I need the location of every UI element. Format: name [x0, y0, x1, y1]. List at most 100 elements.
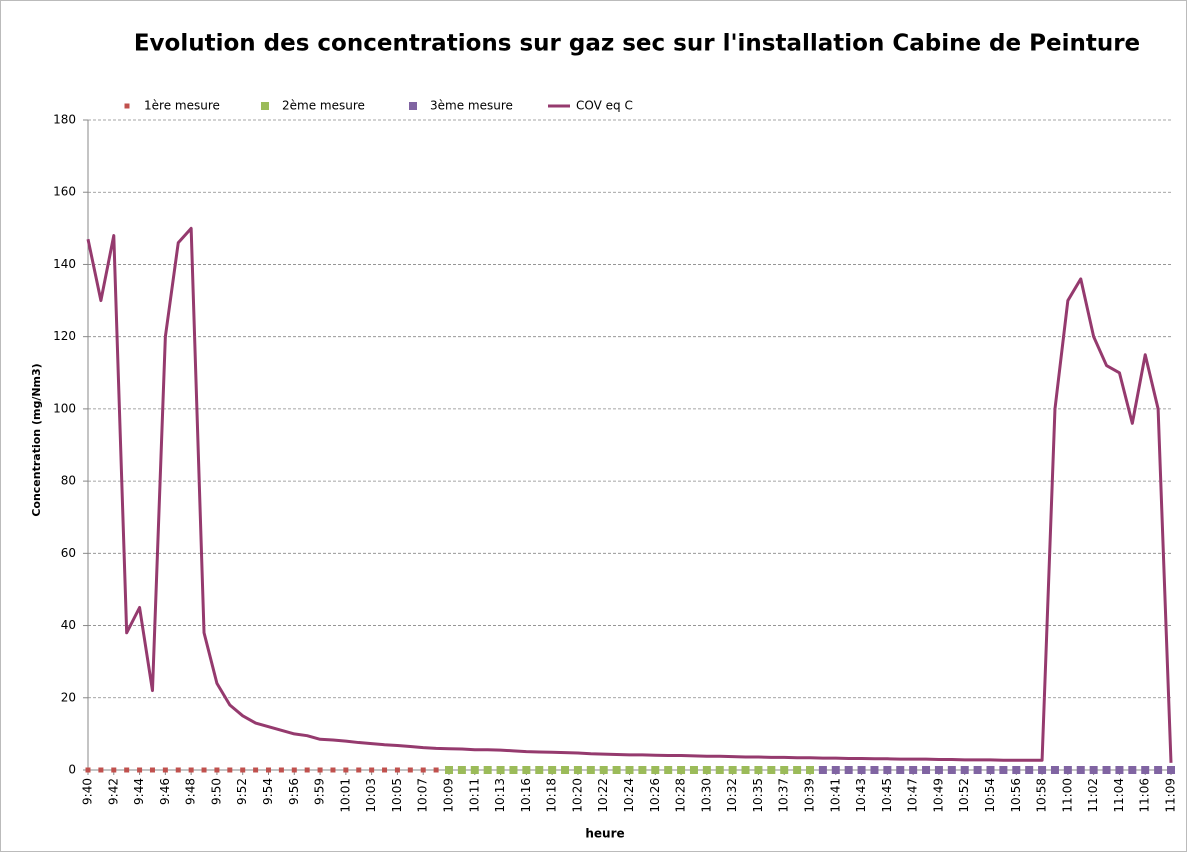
data-marker: [149, 767, 155, 773]
y-axis-label: Concentration (mg/Nm3): [30, 363, 43, 516]
data-marker: [496, 766, 505, 774]
data-marker: [934, 766, 943, 774]
x-tick-label: 9:46: [158, 778, 172, 805]
x-tick-label: 10:18: [545, 778, 559, 813]
data-marker: [330, 767, 336, 773]
data-marker: [973, 766, 982, 774]
data-marker: [947, 766, 956, 774]
data-marker: [1050, 766, 1059, 774]
data-marker: [702, 766, 711, 774]
data-marker: [909, 766, 918, 774]
data-marker: [986, 766, 995, 774]
x-tick-label: 10:30: [699, 778, 713, 813]
data-marker: [1115, 766, 1124, 774]
data-marker: [922, 766, 931, 774]
data-marker: [227, 767, 233, 773]
x-tick-label: 10:28: [674, 778, 688, 813]
x-tick-label: 11:00: [1060, 778, 1074, 813]
data-marker: [253, 767, 259, 773]
y-tick-label: 180: [53, 113, 76, 127]
data-marker: [715, 766, 724, 774]
y-tick-label: 40: [61, 618, 76, 632]
x-tick-label: 10:47: [906, 778, 920, 813]
data-marker: [741, 766, 750, 774]
data-marker: [561, 766, 570, 774]
legend-label: 1ère mesure: [144, 99, 220, 113]
y-tick-label: 160: [53, 185, 76, 199]
data-marker: [175, 767, 181, 773]
y-tick-label: 0: [68, 763, 76, 777]
x-tick-label: 9:56: [287, 778, 301, 805]
data-marker: [767, 766, 776, 774]
x-tick-label: 10:45: [880, 778, 894, 813]
x-tick-label: 9:40: [81, 778, 95, 805]
data-marker: [407, 767, 413, 773]
data-marker: [1141, 766, 1150, 774]
data-marker: [1012, 766, 1021, 774]
data-marker: [317, 767, 323, 773]
data-marker: [1089, 766, 1098, 774]
data-marker: [522, 766, 531, 774]
data-marker: [266, 767, 271, 773]
x-tick-label: 11:06: [1138, 778, 1152, 813]
x-tick-label: 9:52: [235, 778, 249, 805]
x-tick-label: 10:56: [1009, 778, 1023, 813]
legend-label: COV eq C: [576, 99, 633, 113]
data-marker: [831, 766, 840, 774]
x-tick-label: 10:37: [777, 778, 791, 813]
data-marker: [457, 766, 466, 774]
x-tick-label: 10:35: [751, 778, 765, 813]
x-tick-label: 9:59: [313, 778, 327, 805]
data-marker: [85, 767, 91, 773]
legend-label: 3ème mesure: [430, 99, 513, 113]
y-tick-label: 20: [61, 690, 76, 704]
data-marker: [651, 766, 660, 774]
y-tick-label: 80: [61, 474, 76, 488]
x-tick-label: 11:09: [1164, 778, 1178, 813]
data-marker: [240, 767, 246, 773]
x-tick-label: 9:42: [106, 778, 120, 805]
data-marker: [188, 767, 194, 773]
x-tick-label: 9:50: [209, 778, 223, 805]
x-tick-label: 10:54: [983, 778, 997, 813]
data-marker: [999, 766, 1008, 774]
x-tick-label: 10:39: [803, 778, 817, 813]
data-marker: [1076, 766, 1085, 774]
data-marker: [535, 766, 544, 774]
data-marker: [612, 766, 621, 774]
x-tick-label: 10:26: [648, 778, 662, 813]
data-marker: [754, 766, 763, 774]
x-tick-label: 10:20: [570, 778, 584, 813]
y-tick-label: 60: [61, 546, 76, 560]
data-marker: [369, 767, 375, 773]
data-marker: [1038, 766, 1047, 774]
data-marker: [818, 766, 827, 774]
x-tick-label: 10:52: [957, 778, 971, 813]
data-marker: [483, 766, 492, 774]
data-marker: [137, 767, 143, 773]
x-tick-label: 10:43: [854, 778, 868, 813]
x-tick-label: 10:09: [442, 778, 456, 813]
legend-marker: [124, 103, 130, 109]
x-tick-label: 10:49: [931, 778, 945, 813]
data-marker: [677, 766, 686, 774]
data-marker: [420, 767, 426, 773]
data-marker: [883, 766, 892, 774]
x-tick-label: 10:07: [416, 778, 430, 813]
x-tick-label: 9:48: [184, 778, 198, 805]
data-marker: [162, 767, 168, 773]
legend-marker: [409, 102, 417, 110]
data-marker: [548, 766, 557, 774]
data-marker: [343, 767, 349, 773]
data-marker: [857, 766, 866, 774]
data-marker: [1128, 766, 1137, 774]
data-marker: [806, 766, 814, 774]
data-marker: [214, 767, 220, 773]
x-tick-label: 11:04: [1112, 778, 1126, 813]
chart-title: Evolution des concentrations sur gaz sec…: [134, 31, 1140, 57]
data-marker: [625, 766, 634, 774]
x-tick-label: 9:54: [261, 778, 275, 805]
data-marker: [599, 766, 608, 774]
legend-marker: [261, 102, 269, 110]
